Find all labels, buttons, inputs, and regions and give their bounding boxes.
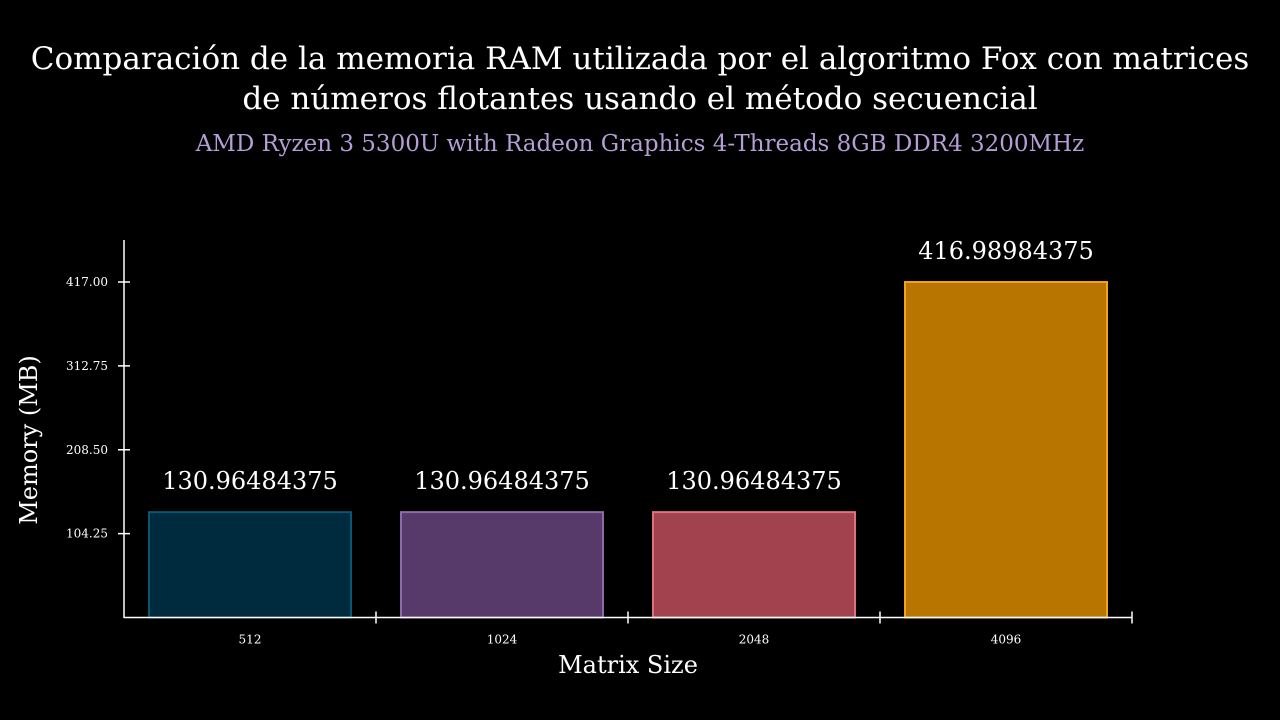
chart-title-line-1: Comparación de la memoria RAM utilizada … [31, 41, 1249, 77]
x-tick-label-2048: 2048 [739, 633, 770, 647]
y-tick-label-0: 104.25 [66, 527, 108, 541]
bars-group [148, 281, 1108, 619]
data-label-1024: 130.96484375 [414, 467, 590, 495]
chart-subtitle: AMD Ryzen 3 5300U with Radeon Graphics 4… [195, 131, 1085, 157]
chart-title-line-2: de números flotantes usando el método se… [242, 81, 1037, 117]
y-ticks-group: 104.25 208.50 312.75 417.00 [66, 275, 130, 541]
data-labels-group: 130.96484375 130.96484375 130.96484375 416.… [162, 237, 1094, 495]
bar-2048 [652, 511, 856, 619]
x-ticks-group: 512 1024 2048 4096 [239, 611, 1133, 647]
y-tick-label-2: 312.75 [66, 359, 108, 373]
y-tick-label-3: 417.00 [66, 275, 108, 289]
data-label-4096: 416.98984375 [918, 237, 1094, 265]
y-tick-label-1: 208.50 [66, 443, 108, 457]
bar-512 [148, 511, 352, 619]
bar-4096 [904, 281, 1108, 619]
bar-1024 [400, 511, 604, 619]
x-tick-label-4096: 4096 [991, 633, 1022, 647]
x-tick-label-1024: 1024 [487, 633, 518, 647]
data-label-512: 130.96484375 [162, 467, 338, 495]
data-label-2048: 130.96484375 [666, 467, 842, 495]
x-tick-label-512: 512 [239, 633, 262, 647]
x-axis-label: Matrix Size [558, 651, 698, 679]
y-axis-label: Memory (MB) [15, 355, 43, 525]
